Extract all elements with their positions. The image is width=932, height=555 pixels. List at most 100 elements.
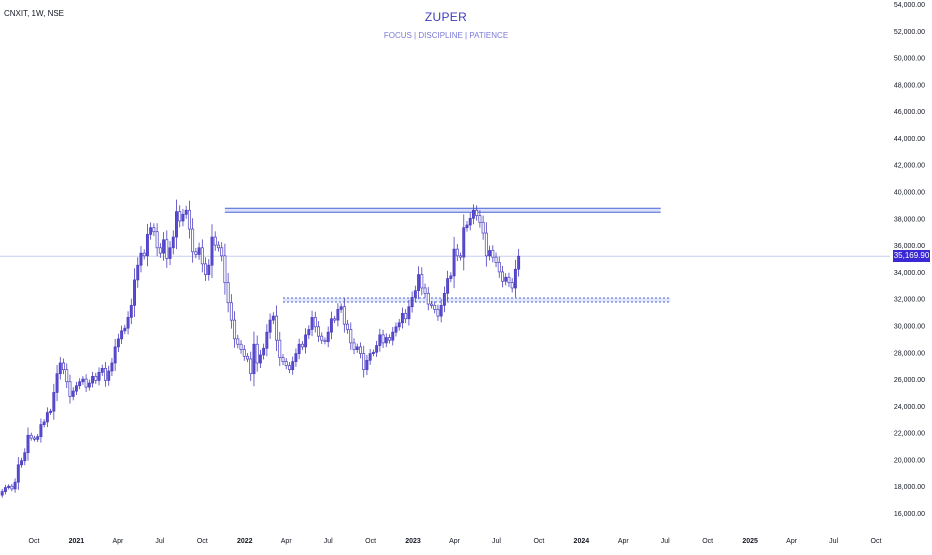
y-tick-label: 40,000.00 [894, 190, 925, 197]
candle-up [310, 310, 314, 337]
candle-body [484, 232, 488, 257]
candle-body [349, 329, 353, 344]
y-tick-label: 30,000.00 [894, 323, 925, 330]
candle-body [152, 227, 156, 233]
candle-down [381, 329, 385, 349]
chart-title: ZUPER [424, 10, 468, 24]
candle-body [287, 365, 291, 371]
candle-down [475, 205, 479, 221]
candle-body [181, 213, 185, 222]
candle-up [468, 212, 472, 231]
x-tick-label: Oct [197, 538, 208, 545]
candle-up [181, 208, 185, 227]
candle-body [481, 221, 485, 234]
candle-body [468, 217, 472, 226]
candle-body [191, 228, 195, 253]
candle-up [329, 311, 333, 340]
candle-body [342, 306, 346, 325]
candle-down [478, 210, 482, 228]
y-tick-label: 52,000.00 [894, 29, 925, 36]
candle-body [423, 287, 427, 294]
x-tick-label: 2022 [237, 538, 253, 545]
candle-up [355, 343, 359, 353]
candle-body [36, 436, 40, 440]
candle-up [465, 221, 469, 232]
time-axis[interactable]: Oct 2021 Apr Jul Oct 2022 Apr Jul Oct 2023 Apr Jul O… [29, 538, 882, 545]
candle-body [284, 361, 288, 367]
candle-up [126, 311, 130, 335]
candle-up [168, 241, 172, 266]
candle-body [133, 279, 136, 306]
candle-up [55, 365, 59, 402]
candle-body [491, 250, 495, 258]
candle-body [455, 248, 459, 257]
candle-up [471, 204, 475, 225]
candle-down [333, 315, 337, 324]
candle-body [175, 211, 178, 238]
candle-body [187, 209, 191, 230]
candle-up [517, 248, 521, 277]
candle-up [3, 484, 7, 495]
candle-down [165, 230, 169, 268]
candle-down [481, 215, 485, 240]
y-tick-label: 38,000.00 [894, 216, 925, 223]
candle-body [49, 410, 53, 413]
candle-up [397, 318, 401, 331]
candle-body [268, 319, 272, 333]
candle-body [449, 275, 453, 279]
candle-up [262, 343, 266, 360]
candle-up [23, 448, 27, 466]
candle-body [510, 282, 514, 289]
candle-up [339, 303, 343, 313]
candle-body [113, 346, 117, 364]
candle-down [459, 252, 462, 261]
candle-up [139, 246, 143, 273]
price-axis[interactable]: 16,000.00 18,000.00 20,000.00 22,000.00 24,0… [894, 2, 925, 518]
candle-up [26, 427, 30, 461]
candle-down [342, 298, 346, 333]
candle-up [400, 307, 404, 329]
candle-down [200, 239, 204, 273]
candle-down [246, 353, 249, 363]
candle-body [355, 346, 359, 350]
x-tick-label: Jul [492, 538, 501, 545]
candle-body [459, 255, 462, 258]
candles [0, 199, 521, 498]
candle-up [442, 286, 446, 313]
candle-down [239, 340, 243, 354]
candle-down [420, 267, 424, 296]
candle-body [26, 434, 30, 454]
candle-down [204, 257, 207, 282]
candle-body [475, 209, 479, 216]
candle-down [423, 283, 427, 298]
candle-up [268, 313, 272, 339]
candle-body [65, 369, 69, 383]
candle-body [87, 382, 91, 388]
candle-body [271, 315, 275, 321]
candle-up [446, 270, 450, 302]
candle-up [378, 328, 382, 352]
candle-body [178, 211, 182, 222]
x-tick-label: Oct [365, 538, 376, 545]
candle-up [291, 356, 295, 375]
candle-body [410, 296, 414, 308]
candle-up [504, 273, 508, 286]
candle-up [52, 383, 56, 420]
x-tick-label: Apr [786, 538, 798, 545]
candle-body [58, 362, 62, 375]
candle-up [42, 419, 46, 428]
candle-body [297, 343, 301, 354]
candle-body [136, 264, 140, 281]
candle-down [29, 432, 33, 441]
candle-up [462, 214, 466, 271]
candle-up [136, 257, 140, 288]
candle-body [304, 334, 308, 348]
candle-down [178, 205, 182, 228]
candle-down [281, 354, 285, 366]
x-tick-label: Oct [871, 538, 882, 545]
candle-down [320, 332, 324, 344]
candle-body [371, 351, 375, 354]
candle-body [346, 323, 350, 330]
